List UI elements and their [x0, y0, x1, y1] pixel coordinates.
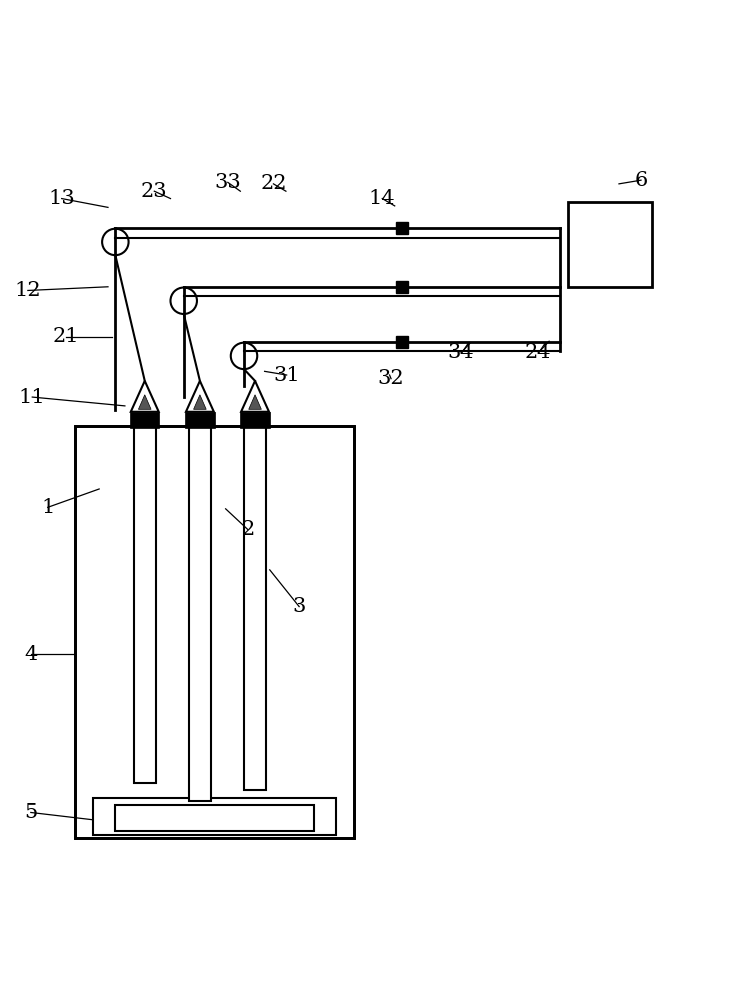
Text: 22: 22 — [261, 174, 286, 193]
Text: 14: 14 — [369, 189, 396, 208]
Text: 33: 33 — [215, 173, 241, 192]
Text: 11: 11 — [19, 388, 46, 407]
Bar — [75, 426, 354, 838]
Text: 32: 32 — [378, 369, 404, 388]
Bar — [241, 412, 270, 428]
Circle shape — [170, 288, 197, 314]
Text: 21: 21 — [53, 327, 80, 346]
Polygon shape — [241, 381, 269, 412]
Text: 2: 2 — [241, 520, 255, 539]
Text: 6: 6 — [635, 171, 648, 190]
Bar — [93, 798, 336, 835]
Bar — [568, 202, 652, 287]
Circle shape — [231, 343, 258, 369]
Text: 4: 4 — [24, 645, 38, 664]
Text: 23: 23 — [141, 182, 168, 201]
Text: 1: 1 — [41, 498, 55, 517]
Polygon shape — [249, 395, 261, 409]
Text: 34: 34 — [447, 343, 475, 362]
Bar — [396, 281, 408, 293]
Bar — [75, 426, 354, 838]
Bar — [115, 805, 314, 831]
Bar — [396, 222, 408, 234]
Text: 12: 12 — [15, 281, 41, 300]
Bar — [189, 426, 211, 801]
Bar — [134, 426, 156, 783]
Text: 5: 5 — [24, 803, 38, 822]
Text: 24: 24 — [525, 343, 551, 362]
Text: 31: 31 — [273, 366, 300, 385]
Circle shape — [102, 229, 128, 255]
Text: 3: 3 — [292, 597, 306, 616]
Bar — [396, 336, 408, 348]
Polygon shape — [139, 395, 151, 409]
Polygon shape — [186, 381, 214, 412]
Bar — [185, 412, 215, 428]
Bar — [244, 426, 266, 790]
Bar — [130, 412, 159, 428]
Polygon shape — [131, 381, 159, 412]
Polygon shape — [193, 395, 206, 409]
Text: 13: 13 — [48, 189, 75, 208]
